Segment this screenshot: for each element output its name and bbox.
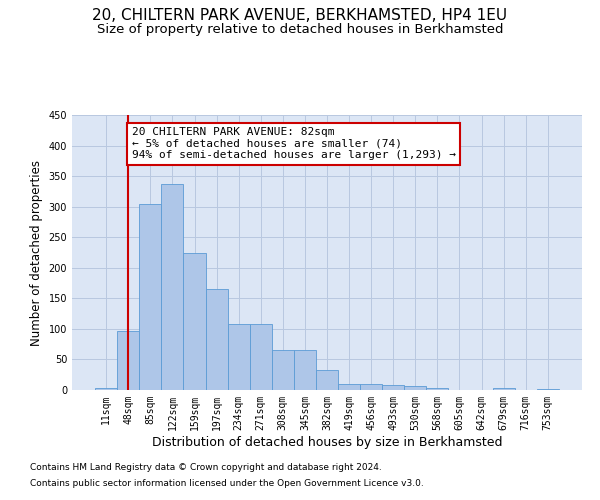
Text: 20 CHILTERN PARK AVENUE: 82sqm
← 5% of detached houses are smaller (74)
94% of s: 20 CHILTERN PARK AVENUE: 82sqm ← 5% of d…	[131, 127, 455, 160]
Text: Size of property relative to detached houses in Berkhamsted: Size of property relative to detached ho…	[97, 22, 503, 36]
Bar	[382, 385, 404, 390]
X-axis label: Distribution of detached houses by size in Berkhamsted: Distribution of detached houses by size …	[152, 436, 502, 448]
Bar	[272, 350, 294, 390]
Bar	[294, 350, 316, 390]
Bar	[227, 324, 250, 390]
Bar	[427, 388, 448, 390]
Bar	[493, 388, 515, 390]
Bar	[404, 386, 427, 390]
Bar	[117, 330, 139, 390]
Bar	[537, 389, 559, 390]
Text: Contains HM Land Registry data © Crown copyright and database right 2024.: Contains HM Land Registry data © Crown c…	[30, 464, 382, 472]
Bar	[338, 384, 360, 390]
Bar	[316, 370, 338, 390]
Text: Contains public sector information licensed under the Open Government Licence v3: Contains public sector information licen…	[30, 478, 424, 488]
Bar	[360, 384, 382, 390]
Bar	[206, 289, 227, 390]
Bar	[184, 253, 206, 390]
Bar	[139, 204, 161, 390]
Bar	[250, 324, 272, 390]
Text: 20, CHILTERN PARK AVENUE, BERKHAMSTED, HP4 1EU: 20, CHILTERN PARK AVENUE, BERKHAMSTED, H…	[92, 8, 508, 22]
Bar	[161, 184, 184, 390]
Bar	[95, 388, 117, 390]
Y-axis label: Number of detached properties: Number of detached properties	[30, 160, 43, 346]
